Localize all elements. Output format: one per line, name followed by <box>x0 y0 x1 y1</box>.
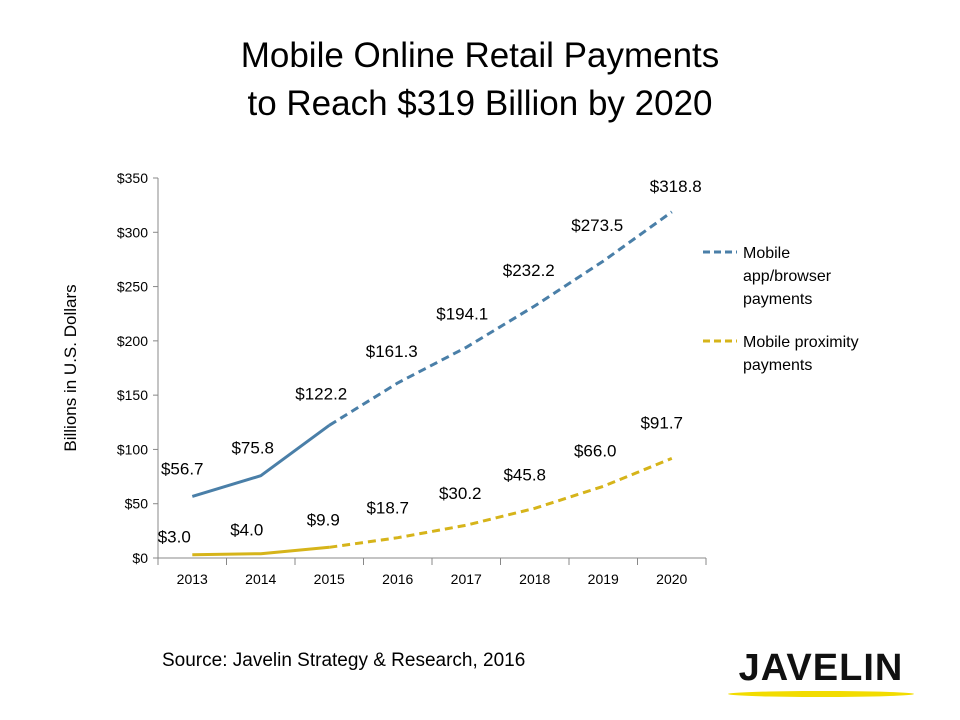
x-tick-label: 2013 <box>177 571 208 587</box>
data-label: $318.8 <box>650 177 702 196</box>
x-tick-label: 2015 <box>314 571 345 587</box>
data-label: $4.0 <box>230 521 263 540</box>
legend-label-0: Mobile <box>743 245 790 262</box>
logo-underline <box>728 691 914 697</box>
y-tick-label: $300 <box>117 224 148 240</box>
data-label: $45.8 <box>503 465 546 484</box>
data-label: $232.2 <box>503 261 555 280</box>
legend-label-1: Mobile proximity <box>743 334 859 351</box>
chart-title: Mobile Online Retail Payments to Reach $… <box>0 32 960 128</box>
chart-title-line-1: Mobile Online Retail Payments <box>240 36 720 75</box>
series-0-solid-line <box>191 424 331 498</box>
x-tick-label: 2014 <box>245 571 276 587</box>
chart-title-line-2: to Reach $319 Billion by 2020 <box>247 84 713 123</box>
data-label: $75.8 <box>231 439 274 458</box>
x-tick-label: 2019 <box>588 571 619 587</box>
data-label: $122.2 <box>295 384 347 403</box>
y-tick-label: $250 <box>117 279 148 295</box>
y-tick-label: $0 <box>132 550 148 566</box>
y-tick-label: $350 <box>117 170 148 186</box>
data-label: $3.0 <box>158 528 191 547</box>
series-1-solid-line <box>192 545 330 557</box>
data-label: $9.9 <box>307 510 340 529</box>
javelin-logo: JAVELIN <box>728 648 914 700</box>
y-tick-label: $150 <box>117 387 148 403</box>
data-label: $30.2 <box>439 484 482 503</box>
data-label: $194.1 <box>436 304 488 323</box>
logo-text: JAVELIN <box>738 647 904 689</box>
series-1-dashed-line <box>329 457 673 549</box>
x-tick-label: 2017 <box>451 571 482 587</box>
legend-label-0: app/browser <box>743 268 832 285</box>
legend-label-1: payments <box>743 357 812 374</box>
source-note: Source: Javelin Strategy & Research, 201… <box>162 650 526 671</box>
y-tick-label: $100 <box>117 441 148 457</box>
y-tick-label: $200 <box>117 333 148 349</box>
data-label: $66.0 <box>574 441 617 460</box>
data-label: $56.7 <box>161 459 204 478</box>
series-0-dashed-line <box>328 210 673 427</box>
y-tick-label: $50 <box>125 496 149 512</box>
line-chart: $0 $50 $100 $150 $200 $250 $300 $350 2013 2014 201… <box>61 170 859 587</box>
x-tick-label: 2018 <box>519 571 550 587</box>
data-label: $18.7 <box>366 499 409 518</box>
legend-label-0: payments <box>743 291 812 308</box>
data-label: $273.5 <box>571 216 623 235</box>
y-axis-label: Billions in U.S. Dollars <box>61 284 80 451</box>
data-label: $91.7 <box>640 413 683 432</box>
x-tick-label: 2020 <box>656 571 687 587</box>
data-label: $161.3 <box>366 342 418 361</box>
x-tick-label: 2016 <box>382 571 413 587</box>
